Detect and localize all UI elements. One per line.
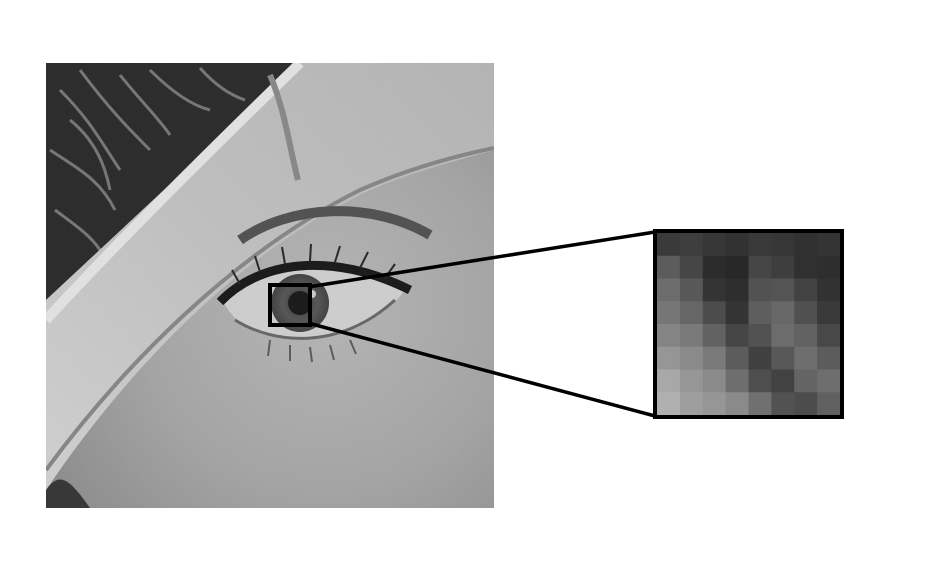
pupil — [288, 291, 312, 315]
zoom-pixel — [702, 233, 727, 257]
hat-feather-strands — [49, 67, 246, 251]
zoom-pixel — [725, 301, 750, 325]
zoom-pixel — [657, 255, 681, 280]
zoom-connector-bottom — [307, 321, 656, 418]
upper-eyelid — [216, 260, 413, 306]
zoom-pixel — [771, 255, 795, 280]
zoom-pixel — [748, 233, 772, 257]
brim-edge-shadow — [46, 146, 494, 472]
zoom-pixel — [679, 392, 704, 416]
zoom-pixel — [771, 278, 795, 302]
zoom-pixel — [817, 301, 841, 325]
zoom-pixel — [679, 278, 704, 302]
zoom-pixel — [702, 392, 727, 416]
zoom-pixel — [794, 233, 818, 257]
zoom-pixel — [771, 233, 795, 257]
zoom-pixel — [748, 301, 772, 325]
zoom-pixel — [748, 255, 772, 280]
zoom-pixel — [748, 278, 772, 302]
zoom-pixel — [771, 324, 795, 348]
eyebrow — [237, 206, 433, 245]
zoom-pixel — [794, 324, 818, 348]
zoom-pixel — [817, 392, 841, 416]
zoom-pixel — [657, 324, 681, 348]
brim-fold — [267, 73, 301, 181]
zoom-pixel — [817, 346, 841, 371]
zoom-pixel — [794, 301, 818, 325]
zoom-pixel — [817, 255, 841, 280]
lower-left-shadow — [46, 479, 90, 508]
zoom-pixel — [771, 369, 795, 393]
zoom-pixel — [748, 369, 772, 393]
zoom-pixel — [702, 301, 727, 325]
zoom-pixel — [725, 255, 750, 280]
zoom-pixel — [679, 233, 704, 257]
zoom-pixel — [657, 346, 681, 371]
zoom-pixel — [702, 369, 727, 393]
zoom-pixel — [702, 255, 727, 280]
zoom-pixel — [679, 301, 704, 325]
zoom-pixel — [817, 324, 841, 348]
zoom-pixel — [771, 301, 795, 325]
zoom-pixel — [679, 346, 704, 371]
zoom-pixel — [702, 346, 727, 371]
zoom-pixel — [725, 324, 750, 348]
lower-eyelashes — [267, 339, 357, 363]
zoom-connector-top — [307, 230, 656, 289]
zoom-pixel — [817, 278, 841, 302]
zoom-pixel — [725, 392, 750, 416]
zoom-pixel — [771, 392, 795, 416]
zoom-pixel — [748, 324, 772, 348]
zoom-pixel — [657, 392, 681, 416]
zoom-pixel — [657, 369, 681, 393]
zoom-pixel — [679, 255, 704, 280]
zoom-pixel-grid — [657, 233, 841, 416]
zoom-pixel — [748, 346, 772, 371]
zoom-pixel — [725, 346, 750, 371]
zoom-pixel — [679, 369, 704, 393]
zoom-box-frame — [653, 229, 844, 419]
zoom-pixel — [725, 278, 750, 302]
zoom-pixel — [794, 392, 818, 416]
zoom-pixel — [657, 278, 681, 302]
zoom-pixel — [794, 346, 818, 371]
zoom-pixel — [702, 278, 727, 302]
zoom-pixel — [771, 346, 795, 371]
selection-box — [268, 283, 312, 327]
zoom-pixel — [702, 324, 727, 348]
zoom-pixel — [725, 369, 750, 393]
lower-eyelid — [234, 298, 397, 340]
zoom-pixel — [817, 369, 841, 393]
zoom-pixel — [725, 233, 750, 257]
zoom-pixel — [794, 255, 818, 280]
zoom-pixel — [817, 233, 841, 257]
zoom-pixel — [748, 392, 772, 416]
zoom-pixel — [794, 369, 818, 393]
brim-highlight — [46, 63, 304, 324]
zoom-pixel — [679, 324, 704, 348]
hat-brim — [46, 63, 494, 490]
zoom-pixel — [657, 233, 681, 257]
zoom-pixel — [794, 278, 818, 302]
zoom-pixel — [657, 301, 681, 325]
